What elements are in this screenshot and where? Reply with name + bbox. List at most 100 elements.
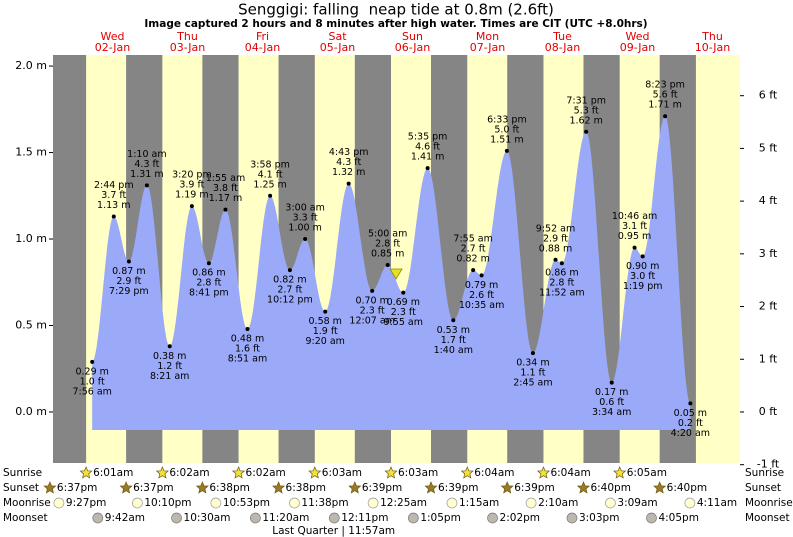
tide-ft-label: 1.1 ft (520, 368, 545, 379)
tide-time-label: 1:40 am (434, 345, 473, 356)
moonset-time: 11:20am (262, 512, 309, 524)
y-tick-label: 1.0 m (15, 232, 47, 245)
tide-ft-label: 2.6 ft (469, 290, 494, 301)
tide-time-label: 8:41 pm (189, 288, 229, 299)
y2-tick-label: 6 ft (759, 89, 778, 102)
moonset-time: 3:03pm (579, 512, 619, 524)
tide-m-label: 0.82 m (456, 254, 489, 265)
date-label: 03-Jan (170, 41, 206, 54)
moonset-icon (92, 512, 104, 524)
tide-ft-label: 3.8 ft (213, 183, 238, 194)
tide-ft-label: 3.1 ft (622, 221, 647, 232)
moonset-time: 12:11pm (341, 512, 388, 524)
tide-m-label: 1.51 m (490, 134, 523, 145)
weekday-label: Sat (328, 30, 347, 43)
tide-point (632, 245, 637, 250)
moonrise-icon (289, 497, 300, 509)
tide-time-label: 5:00 am (368, 228, 407, 239)
tide-point (663, 114, 668, 119)
sunset-icon (576, 481, 591, 494)
tide-m-label: 0.86 m (192, 268, 225, 279)
tide-ft-label: 2.7 ft (461, 244, 486, 255)
tide-point (609, 380, 614, 385)
moonrise-time: 2:10am (538, 497, 578, 509)
row-label-right: Moonset (745, 512, 790, 524)
tide-m-label: 0.58 m (309, 316, 342, 327)
tide-time-label: 2:45 am (513, 378, 552, 389)
sunset-icon (653, 481, 667, 494)
moonset-icon (646, 512, 657, 524)
sunrise-icon (613, 466, 627, 479)
tide-point (385, 262, 390, 267)
y2-tick-label: 1 ft (759, 352, 778, 365)
current-level-marker (389, 268, 403, 280)
tide-point (425, 166, 430, 171)
tide-time-label: 7:29 pm (109, 286, 149, 297)
sunset-time: 6:39pm (438, 482, 478, 494)
tide-m-label: 1.31 m (130, 169, 163, 180)
sunrise-icon (308, 466, 322, 479)
sunrise-time: 6:02am (169, 467, 209, 479)
tide-point (479, 273, 484, 278)
sunset-time: 6:39pm (362, 482, 402, 494)
sunset-time: 6:38pm (209, 482, 249, 494)
tide-time-label: 8:21 am (150, 371, 189, 382)
moonset-icon (250, 512, 261, 524)
moonset-time: 4:05pm (658, 512, 698, 524)
tide-ft-label: 2.8 ft (196, 278, 221, 289)
tide-m-label: 1.17 m (209, 193, 242, 204)
tide-m-label: 1.62 m (569, 115, 602, 126)
tide-point (144, 183, 149, 188)
date-label: 07-Jan (470, 41, 506, 54)
tide-m-label: 0.69 m (387, 297, 420, 308)
weekday-label: Sun (402, 30, 423, 43)
sunrise-time: 6:04am (550, 467, 590, 479)
sunset-time: 6:40pm (590, 482, 630, 494)
sunrise-icon (536, 466, 551, 479)
y-tick-label: 0.5 m (15, 319, 47, 332)
tide-m-label: 0.79 m (465, 280, 498, 291)
y2-tick-label: 0 ft (759, 405, 778, 418)
tide-point (323, 309, 328, 314)
tide-point (346, 181, 351, 186)
moonrise-time: 9:27pm (66, 497, 106, 509)
tide-ft-label: 4.3 ft (336, 157, 361, 168)
tide-ft-label: 5.6 ft (653, 90, 678, 101)
moonrise-icon (605, 497, 616, 509)
moonrise-time: 10:53pm (223, 497, 270, 509)
daylight-band (695, 55, 740, 463)
tide-time-label: 9:20 am (306, 336, 345, 347)
y2-tick-label: -1 ft (757, 458, 780, 471)
sunset-icon (424, 481, 438, 494)
tide-m-label: 1.00 m (288, 223, 321, 234)
moonrise-time: 11:38pm (301, 497, 348, 509)
sunrise-time: 6:05am (627, 467, 667, 479)
weekday-label: Wed (626, 30, 650, 43)
tide-m-label: 0.88 m (539, 243, 572, 254)
tide-m-label: 1.32 m (332, 167, 365, 178)
sunrise-time: 6:01am (93, 467, 133, 479)
tide-m-label: 1.41 m (411, 152, 444, 163)
tide-ft-label: 1.7 ft (441, 335, 466, 346)
tide-time-label: 4:43 pm (329, 147, 369, 158)
tide-point (245, 326, 250, 331)
date-label: 06-Jan (395, 41, 431, 54)
date-label: 02-Jan (95, 41, 131, 54)
weekday-label: Thu (176, 30, 198, 43)
tide-point (370, 288, 375, 293)
weekday-label: Wed (101, 30, 125, 43)
tide-point (688, 401, 693, 406)
tide-point (167, 344, 172, 349)
tide-time-label: 8:23 pm (645, 80, 685, 91)
sunrise-icon (460, 466, 474, 479)
moonrise-icon (446, 497, 458, 509)
tide-point (90, 359, 95, 364)
tide-m-label: 1.19 m (175, 190, 208, 201)
moonrise-icon (53, 497, 65, 509)
moonrise-icon (210, 497, 222, 509)
tide-point (268, 193, 273, 198)
moonset-time: 9:42am (105, 512, 145, 524)
sunset-time: 6:40pm (667, 482, 707, 494)
moonrise-icon (684, 497, 696, 509)
tide-area (92, 116, 691, 430)
